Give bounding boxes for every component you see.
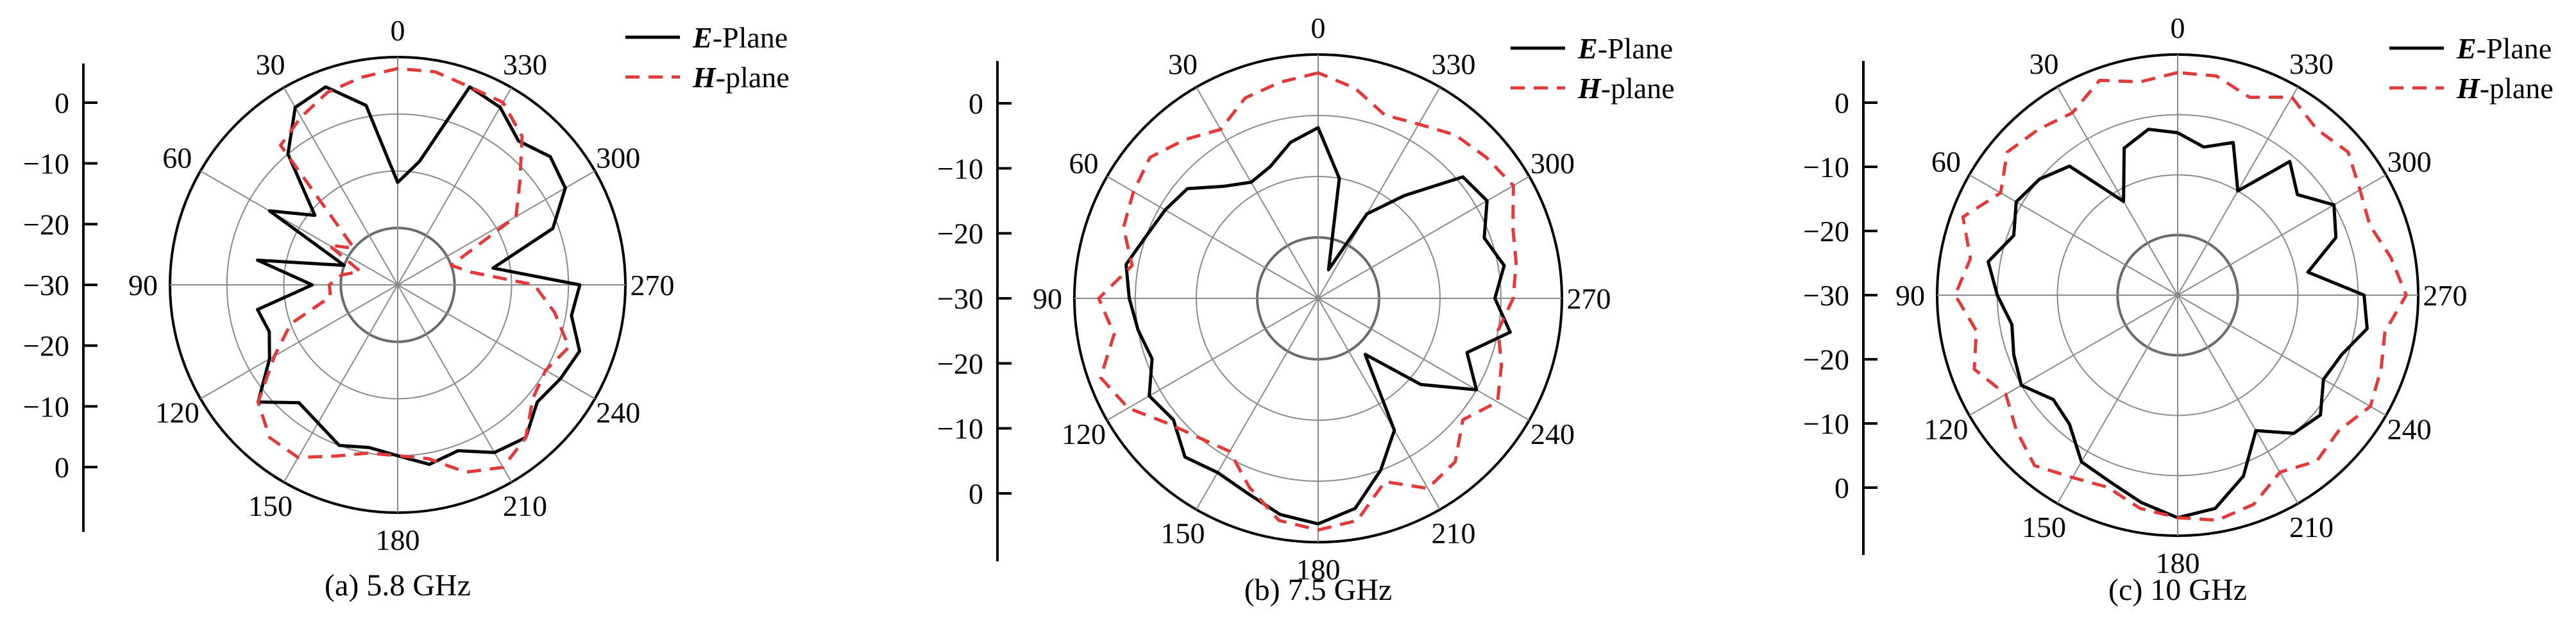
spoke-line (1969, 174, 2178, 296)
radial-tick-label: −30 (23, 269, 69, 302)
spoke-line (2056, 294, 2178, 504)
angle-label: 90 (1895, 279, 1925, 312)
angle-label: 60 (1069, 147, 1099, 180)
radial-tick-label: −10 (1803, 407, 1849, 440)
angle-label: 180 (376, 524, 420, 556)
radial-tick-label: 0 (969, 87, 983, 120)
polar-panel-c: 0 30 60 90 120 150 180 210 240 270 300 330 0 −10 −20 −3… (1803, 12, 2554, 607)
angle-label: 120 (155, 397, 199, 429)
angle-label: 90 (128, 269, 158, 302)
panel-caption: (b) 7.5 GHz (1244, 573, 1393, 607)
panel-caption: (a) 5.8 GHz (325, 568, 471, 602)
angle-label: 240 (1530, 418, 1575, 450)
angle-label: 300 (1530, 147, 1575, 180)
angle-label: 30 (2029, 47, 2059, 80)
radial-tick-label: −10 (1803, 151, 1849, 183)
angle-label: 330 (1432, 48, 1476, 81)
angle-label: 210 (1432, 516, 1476, 549)
angle-label: 210 (2289, 511, 2334, 543)
spoke-line (1969, 294, 2178, 416)
radial-tick-label: −20 (1803, 215, 1849, 248)
spoke-line (1196, 298, 1319, 510)
angle-label: 150 (248, 490, 292, 522)
radial-tick-label: −10 (937, 152, 983, 185)
e-plane-curve (1124, 126, 1512, 525)
e-plane-curve (256, 85, 582, 466)
polar-panel-b: 0 30 60 90 120 150 180 210 240 270 300 330 0 −10 −20 −3… (937, 12, 1675, 607)
radial-tick-label: −10 (23, 148, 69, 180)
radial-tick-label: 0 (1835, 87, 1849, 119)
spoke-line (1318, 87, 1441, 299)
angle-label: 330 (503, 48, 547, 81)
angle-label: 150 (2022, 511, 2066, 543)
radial-tick-label: 0 (1835, 472, 1849, 504)
spoke-line (283, 284, 398, 482)
spoke-line (1318, 298, 1530, 421)
angle-label: 300 (596, 142, 640, 175)
polar-panel-a: 0 30 60 90 120 150 180 210 240 270 300 330 0 −10 −20 −3… (23, 14, 790, 602)
radial-tick-label: −20 (1803, 343, 1849, 376)
spoke-line (200, 284, 398, 400)
legend-label: H-plane (692, 61, 790, 94)
spoke-line (1106, 176, 1319, 299)
legend-label: E-Plane (1577, 32, 1673, 65)
radial-tick-label: −30 (1803, 279, 1849, 312)
angle-label: 30 (1168, 48, 1198, 81)
angle-label: 330 (2289, 47, 2334, 80)
angle-label: 150 (1161, 516, 1205, 549)
spoke-line (283, 87, 398, 286)
angle-label: 270 (1567, 282, 1611, 315)
spoke-line (397, 284, 513, 482)
radial-tick-label: 0 (55, 87, 69, 119)
spoke-line (2056, 86, 2178, 296)
radial-tick-label: −10 (23, 390, 69, 423)
legend-label: H-plane (2456, 72, 2554, 105)
angle-label: 90 (1033, 282, 1062, 315)
legend-label: E-Plane (692, 21, 788, 54)
angle-label: 0 (391, 14, 405, 47)
radial-tick-label: 0 (55, 451, 69, 484)
angle-label: 270 (2423, 279, 2468, 312)
spoke-line (2177, 174, 2387, 296)
spoke-line (1318, 176, 1530, 299)
angle-label: 210 (503, 490, 547, 522)
angle-label: 120 (1924, 413, 1968, 446)
spoke-line (397, 284, 595, 400)
radial-tick-label: 0 (969, 477, 983, 510)
angle-label: 60 (162, 142, 192, 175)
angle-label: 120 (1062, 418, 1106, 450)
panel-caption: (c) 10 GHz (2108, 573, 2247, 607)
angle-label: 300 (2387, 146, 2432, 178)
angle-label: 240 (596, 397, 640, 429)
radial-tick-label: −20 (937, 218, 983, 250)
legend-label: H-plane (1577, 72, 1675, 105)
spoke-line (1106, 298, 1319, 421)
angle-label: 0 (1311, 12, 1326, 44)
h-plane-curve (1097, 71, 1518, 532)
angle-label: 30 (256, 48, 285, 81)
angle-label: 270 (631, 269, 675, 302)
spoke-line (1196, 87, 1319, 299)
spoke-line (200, 170, 398, 286)
spoke-line (397, 87, 513, 286)
spoke-line (1318, 298, 1441, 510)
spoke-line (2177, 294, 2299, 504)
legend-label: E-Plane (2456, 32, 2552, 65)
radial-tick-label: −20 (23, 330, 69, 363)
radial-tick-label: −20 (937, 347, 983, 380)
h-plane-curve (1953, 71, 2408, 522)
radial-tick-label: −20 (23, 208, 69, 241)
spoke-line (2177, 294, 2387, 416)
radial-tick-label: −30 (937, 282, 983, 315)
angle-label: 180 (1296, 553, 1341, 586)
angle-label: 240 (2387, 413, 2432, 446)
angle-label: 180 (2156, 547, 2200, 579)
angle-label: 0 (2171, 12, 2185, 44)
radial-tick-label: −10 (937, 413, 983, 445)
h-plane-curve (256, 67, 571, 474)
angle-label: 60 (1931, 146, 1961, 178)
spoke-line (397, 170, 595, 286)
